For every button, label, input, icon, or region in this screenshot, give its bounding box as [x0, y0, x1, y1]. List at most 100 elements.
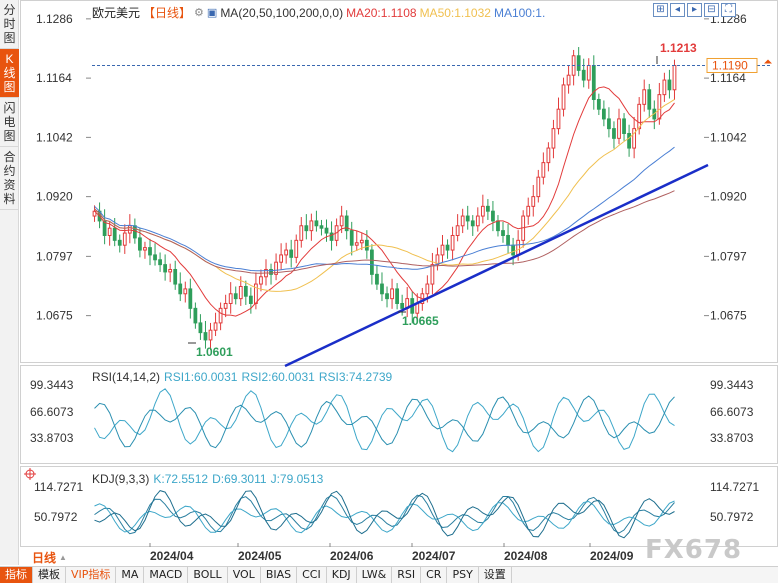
candle-body	[183, 288, 188, 295]
tab-timeshare[interactable]: 分时图	[0, 0, 19, 49]
price-tick-right: 1.1164	[710, 71, 746, 85]
indicator-tab-cr[interactable]: CR	[421, 567, 448, 583]
candle-body	[274, 261, 278, 275]
kdj-d-value: D:69.3011	[212, 472, 267, 486]
candle-body	[526, 205, 531, 217]
candle-body	[153, 254, 157, 261]
indicator-tab-vip[interactable]: VIP指标	[66, 567, 117, 583]
tab-contract-info[interactable]: 合约资料	[0, 147, 19, 210]
rsi3-value: RSI3:74.2739	[318, 370, 393, 384]
candle-body	[117, 239, 122, 246]
price-tick-left: 1.0797	[36, 249, 73, 263]
candle-body	[203, 332, 208, 341]
kdj-j-value: J:79.0513	[270, 472, 324, 486]
candle-body	[168, 268, 173, 273]
period-button[interactable]: 日线	[32, 550, 57, 565]
settings-icon[interactable]: ⚙	[194, 7, 204, 19]
watermark-logo: FX678	[645, 535, 743, 565]
rsi-tick-left: 99.3443	[30, 378, 74, 392]
indicator-tab-kdj[interactable]: KDJ	[327, 567, 357, 583]
candle-body	[304, 225, 309, 232]
chevron-up-icon[interactable]: ▲	[59, 552, 67, 562]
candle-body	[238, 285, 243, 300]
kline-chart[interactable]: 1.1286 1.1286 1.1164 1.1164 1.1042 1.1042 1.09…	[20, 0, 778, 566]
rsi-tick-left: 33.8703	[30, 431, 74, 445]
candle-body	[143, 247, 147, 251]
candle-body	[400, 302, 405, 309]
current-price-label: 1.1190	[712, 58, 748, 72]
price-tick-left: 1.1286	[36, 12, 73, 26]
indicator-tab-bias[interactable]: BIAS	[261, 567, 298, 583]
candle-body	[561, 84, 566, 110]
chart-area[interactable]: 1.1286 1.1286 1.1164 1.1164 1.1042 1.1042 1.09…	[20, 0, 778, 563]
x-axis-label: 2024/09	[590, 549, 634, 563]
price-tick-left: 1.0675	[36, 309, 73, 323]
candle-body	[112, 227, 117, 241]
candle-body	[642, 89, 647, 105]
candle-body	[496, 220, 500, 232]
candle-body	[370, 249, 374, 275]
period-selector[interactable]: 日线 ▲	[20, 549, 88, 565]
indicator-tab--14[interactable]: 设置	[479, 567, 512, 583]
candle-body	[536, 176, 541, 198]
candle-body	[440, 244, 445, 256]
chart-toolbar: ⊞ ◂ ▸ ⊟ ⛶	[653, 3, 736, 17]
candle-body	[516, 239, 521, 256]
candle-body	[259, 276, 263, 285]
candle-body	[248, 295, 253, 304]
candle-body	[566, 74, 571, 86]
rsi2-value: RSI2:60.0031	[241, 370, 315, 384]
move-right-icon[interactable]: ▸	[687, 3, 702, 17]
rsi1-value: RSI1:60.0031	[164, 370, 238, 384]
candle-body	[132, 225, 137, 239]
candle-body	[601, 108, 606, 120]
indicator-tab-vol[interactable]: VOL	[228, 567, 261, 583]
candle-body	[460, 215, 465, 227]
candle-body	[501, 230, 505, 236]
kdj-tick-left: 50.7972	[34, 510, 78, 524]
candle-body	[213, 322, 218, 331]
indicator-tab-lw[interactable]: LW&	[357, 567, 393, 583]
candle-body	[576, 55, 581, 71]
candle-body	[627, 132, 631, 149]
candle-body	[314, 220, 319, 227]
candle-body	[107, 227, 112, 236]
candle-body	[551, 128, 556, 149]
candle-body	[395, 288, 399, 304]
zoom-in-icon[interactable]: ⊞	[653, 3, 668, 17]
zoom-out-icon[interactable]: ⊟	[704, 3, 719, 17]
move-left-icon[interactable]: ◂	[670, 3, 685, 17]
price-tick-right: 1.1042	[710, 130, 747, 144]
candle-body	[122, 232, 127, 246]
candle-body	[465, 215, 470, 222]
candle-body	[657, 94, 662, 120]
rsi-legend: RSI(14,14,2) RSI1:60.0031 RSI2:60.0031 R…	[92, 370, 392, 384]
kdj-j-line	[94, 490, 675, 539]
candle-body	[344, 215, 349, 232]
candle-body	[425, 283, 430, 295]
indicator-tab--0[interactable]: 指标	[0, 567, 33, 583]
rsi-tick-right: 66.6073	[710, 405, 754, 419]
indicator-tab-macd[interactable]: MACD	[144, 567, 189, 583]
indicator-tab--1[interactable]: 模板	[33, 567, 66, 583]
candle-body	[364, 239, 369, 251]
candle-body	[622, 118, 626, 134]
candle-body	[475, 215, 480, 227]
kdj-k-line	[94, 494, 675, 535]
ma-label: MA(20,50,100,200,0,0)	[220, 5, 344, 20]
indicator-tab-ma[interactable]: MA	[116, 567, 145, 583]
fullscreen-icon[interactable]: ⛶	[721, 3, 736, 17]
ma100-value: MA100:1.	[493, 5, 546, 20]
indicator-tab-cci[interactable]: CCI	[297, 567, 327, 583]
indicator-tab-psy[interactable]: PSY	[447, 567, 479, 583]
indicator-tab-rsi[interactable]: RSI	[392, 567, 422, 583]
rsi-tick-right: 33.8703	[710, 431, 754, 445]
price-tick-right: 1.0920	[710, 190, 747, 204]
chart-legend: 欧元美元 【日线】 ⚙ ▣ MA(20,50,100,200,0,0) MA20…	[92, 4, 545, 21]
candle-body	[193, 307, 198, 324]
tab-lightning[interactable]: 闪电图	[0, 98, 19, 147]
indicator-tab-boll[interactable]: BOLL	[188, 567, 228, 583]
kdj-tick-right: 114.7271	[710, 480, 759, 494]
